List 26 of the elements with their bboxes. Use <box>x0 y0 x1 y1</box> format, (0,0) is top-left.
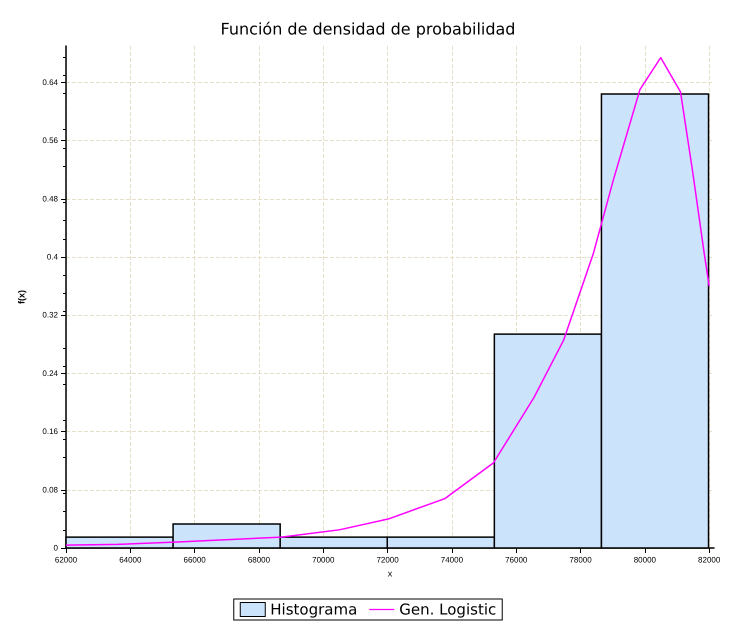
y-tick-label: 0.48 <box>42 194 59 204</box>
y-tick-label: 0.56 <box>42 136 59 146</box>
x-tick-label: 82000 <box>698 556 721 564</box>
y-tick-label: 0.64 <box>42 78 59 87</box>
legend-label: Histograma <box>270 600 358 618</box>
x-tick-label: 76000 <box>505 556 528 564</box>
x-tick-label: 78000 <box>569 556 592 564</box>
y-tick-label: 0.4 <box>46 252 59 262</box>
x-tick-label: 62000 <box>54 556 78 564</box>
chart-title: Función de densidad de probabilidad <box>220 20 516 38</box>
x-tick-label: 68000 <box>248 556 271 564</box>
x-axis-title: x <box>388 568 393 578</box>
x-tick-label: 74000 <box>440 556 464 564</box>
x-tick-label: 66000 <box>184 556 206 564</box>
legend-label: Gen. Logistic <box>399 600 496 618</box>
x-tick-label: 64000 <box>119 556 142 564</box>
y-axis-title: f(x) <box>16 290 26 304</box>
y-tick-label: 0.08 <box>42 485 59 494</box>
line-series <box>65 56 710 546</box>
x-tick-label: 80000 <box>634 556 657 564</box>
y-tick-label: 0.32 <box>42 310 59 320</box>
y-tick-label: 0.24 <box>42 368 59 378</box>
x-tick-label: 72000 <box>376 556 400 564</box>
x-tick-label: 70000 <box>312 556 335 564</box>
y-tick-label: 0.16 <box>42 427 59 436</box>
y-tick-label: 0 <box>54 544 59 552</box>
